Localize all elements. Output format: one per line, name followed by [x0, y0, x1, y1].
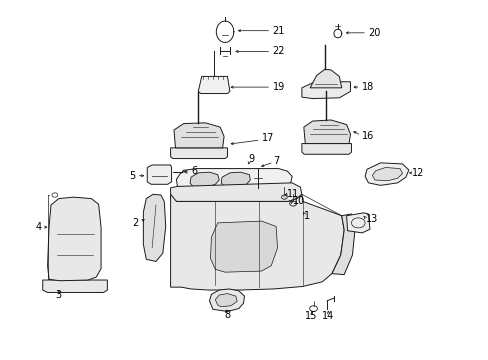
PathPatch shape	[303, 120, 350, 144]
Text: 8: 8	[224, 310, 230, 320]
Text: 12: 12	[411, 168, 424, 178]
PathPatch shape	[301, 82, 350, 99]
PathPatch shape	[47, 197, 101, 281]
Text: 10: 10	[292, 197, 305, 206]
Text: 15: 15	[305, 311, 317, 321]
Text: 18: 18	[362, 82, 374, 92]
PathPatch shape	[176, 168, 291, 189]
PathPatch shape	[331, 214, 355, 275]
PathPatch shape	[372, 167, 402, 181]
PathPatch shape	[365, 163, 408, 185]
Text: 2: 2	[132, 218, 138, 228]
Text: 19: 19	[272, 82, 285, 92]
PathPatch shape	[190, 172, 219, 187]
Circle shape	[281, 195, 287, 199]
PathPatch shape	[170, 148, 227, 158]
Text: 14: 14	[321, 311, 334, 321]
Text: 5: 5	[128, 171, 135, 181]
PathPatch shape	[147, 165, 171, 184]
Text: 17: 17	[261, 133, 273, 143]
PathPatch shape	[215, 294, 237, 307]
PathPatch shape	[143, 194, 165, 261]
Text: 7: 7	[273, 157, 279, 166]
PathPatch shape	[209, 289, 244, 311]
PathPatch shape	[170, 194, 344, 290]
Text: 13: 13	[366, 214, 378, 224]
PathPatch shape	[174, 123, 224, 148]
Text: 21: 21	[272, 26, 285, 36]
Text: 1: 1	[303, 211, 309, 221]
PathPatch shape	[301, 144, 351, 154]
Text: 3: 3	[56, 290, 61, 300]
Text: 11: 11	[287, 189, 299, 199]
PathPatch shape	[346, 213, 369, 233]
PathPatch shape	[170, 183, 301, 202]
PathPatch shape	[210, 221, 277, 272]
Text: 4: 4	[35, 222, 41, 232]
PathPatch shape	[42, 280, 107, 293]
Text: 6: 6	[191, 166, 197, 176]
Text: 9: 9	[248, 154, 254, 164]
Text: 16: 16	[362, 131, 374, 141]
Text: 20: 20	[368, 28, 380, 38]
Text: 22: 22	[272, 46, 285, 57]
PathPatch shape	[309, 69, 341, 88]
PathPatch shape	[221, 172, 250, 187]
PathPatch shape	[198, 76, 229, 94]
